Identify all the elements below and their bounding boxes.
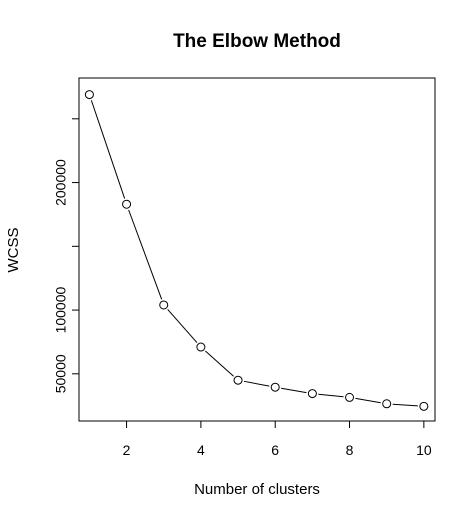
data-point-k1 [84,90,94,100]
y-tick-label-200000: 200000 [53,159,69,206]
series-0-segment-8 [355,397,381,404]
y-tick-label-100000: 100000 [53,286,69,333]
plot-frame [78,77,436,422]
y-axis: 50000 100000 200000 [53,118,79,393]
series-0-segment-4 [205,350,234,377]
data-point-k3 [159,300,169,310]
data-point-k4 [196,342,206,352]
data-point-k9 [382,399,392,409]
x-tick-label-6: 6 [271,442,279,458]
series-0-segment-3 [167,309,198,343]
data-point-k2 [122,199,132,209]
data-point-k8 [345,392,355,402]
x-tick-label-2: 2 [123,442,131,458]
data-point-k5 [233,375,243,385]
series-0-segment-5 [243,380,270,387]
series-0-segment-6 [281,387,307,394]
data-point-k10 [419,401,429,411]
data-point-k7 [307,389,317,399]
series-0-segment-2 [128,209,163,300]
chart-title: The Elbow Method [173,31,341,52]
x-tick-label-4: 4 [197,442,205,458]
series-0-segment-1 [90,100,126,199]
x-axis: 2 4 6 8 10 [123,421,432,458]
y-axis-title: WCSS [5,228,22,273]
series-layer [84,90,429,411]
x-tick-label-10: 10 [416,442,432,458]
x-tick-label-8: 8 [346,442,354,458]
data-point-k6 [270,382,280,392]
series-0-segment-7 [318,393,344,398]
y-tick-label-50000: 50000 [53,354,69,393]
series-0-segment-9 [392,403,418,407]
x-axis-title: Number of clusters [194,481,320,498]
